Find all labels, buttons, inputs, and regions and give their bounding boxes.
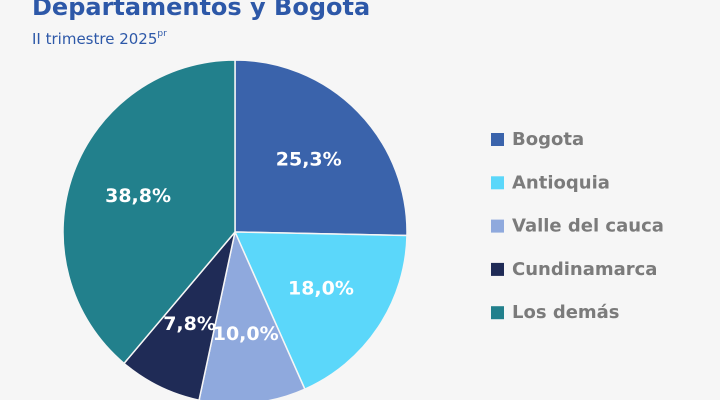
pie-slice xyxy=(233,231,408,391)
legend-swatch xyxy=(491,176,504,190)
chart-title: Departamentos y Bogotá xyxy=(32,0,370,21)
legend-label: Los demás xyxy=(512,302,620,323)
slice-label: 25,3% xyxy=(276,148,342,170)
legend-label: Cundinamarca xyxy=(512,259,657,280)
legend-label: Bogota xyxy=(512,129,584,150)
legend-swatch xyxy=(491,219,504,233)
pie-slice xyxy=(234,59,408,237)
legend-swatch xyxy=(491,133,504,146)
subtitle-superscript: pr xyxy=(157,29,167,39)
chart-subtitle: II trimestre 2025pr xyxy=(32,29,167,48)
legend-swatch xyxy=(491,262,504,276)
subtitle-text: II trimestre 2025 xyxy=(32,30,157,48)
slice-label: 18,0% xyxy=(288,278,354,300)
pie-slice xyxy=(198,229,306,400)
legend-label: Valle del cauca xyxy=(512,216,664,237)
slice-label: 10,0% xyxy=(213,323,279,345)
slice-label: 38,8% xyxy=(105,185,171,207)
legend-label: Antioquia xyxy=(512,172,610,193)
legend-swatch xyxy=(491,306,504,320)
pie-slice xyxy=(62,59,236,365)
slice-label: 7,8% xyxy=(163,313,216,335)
